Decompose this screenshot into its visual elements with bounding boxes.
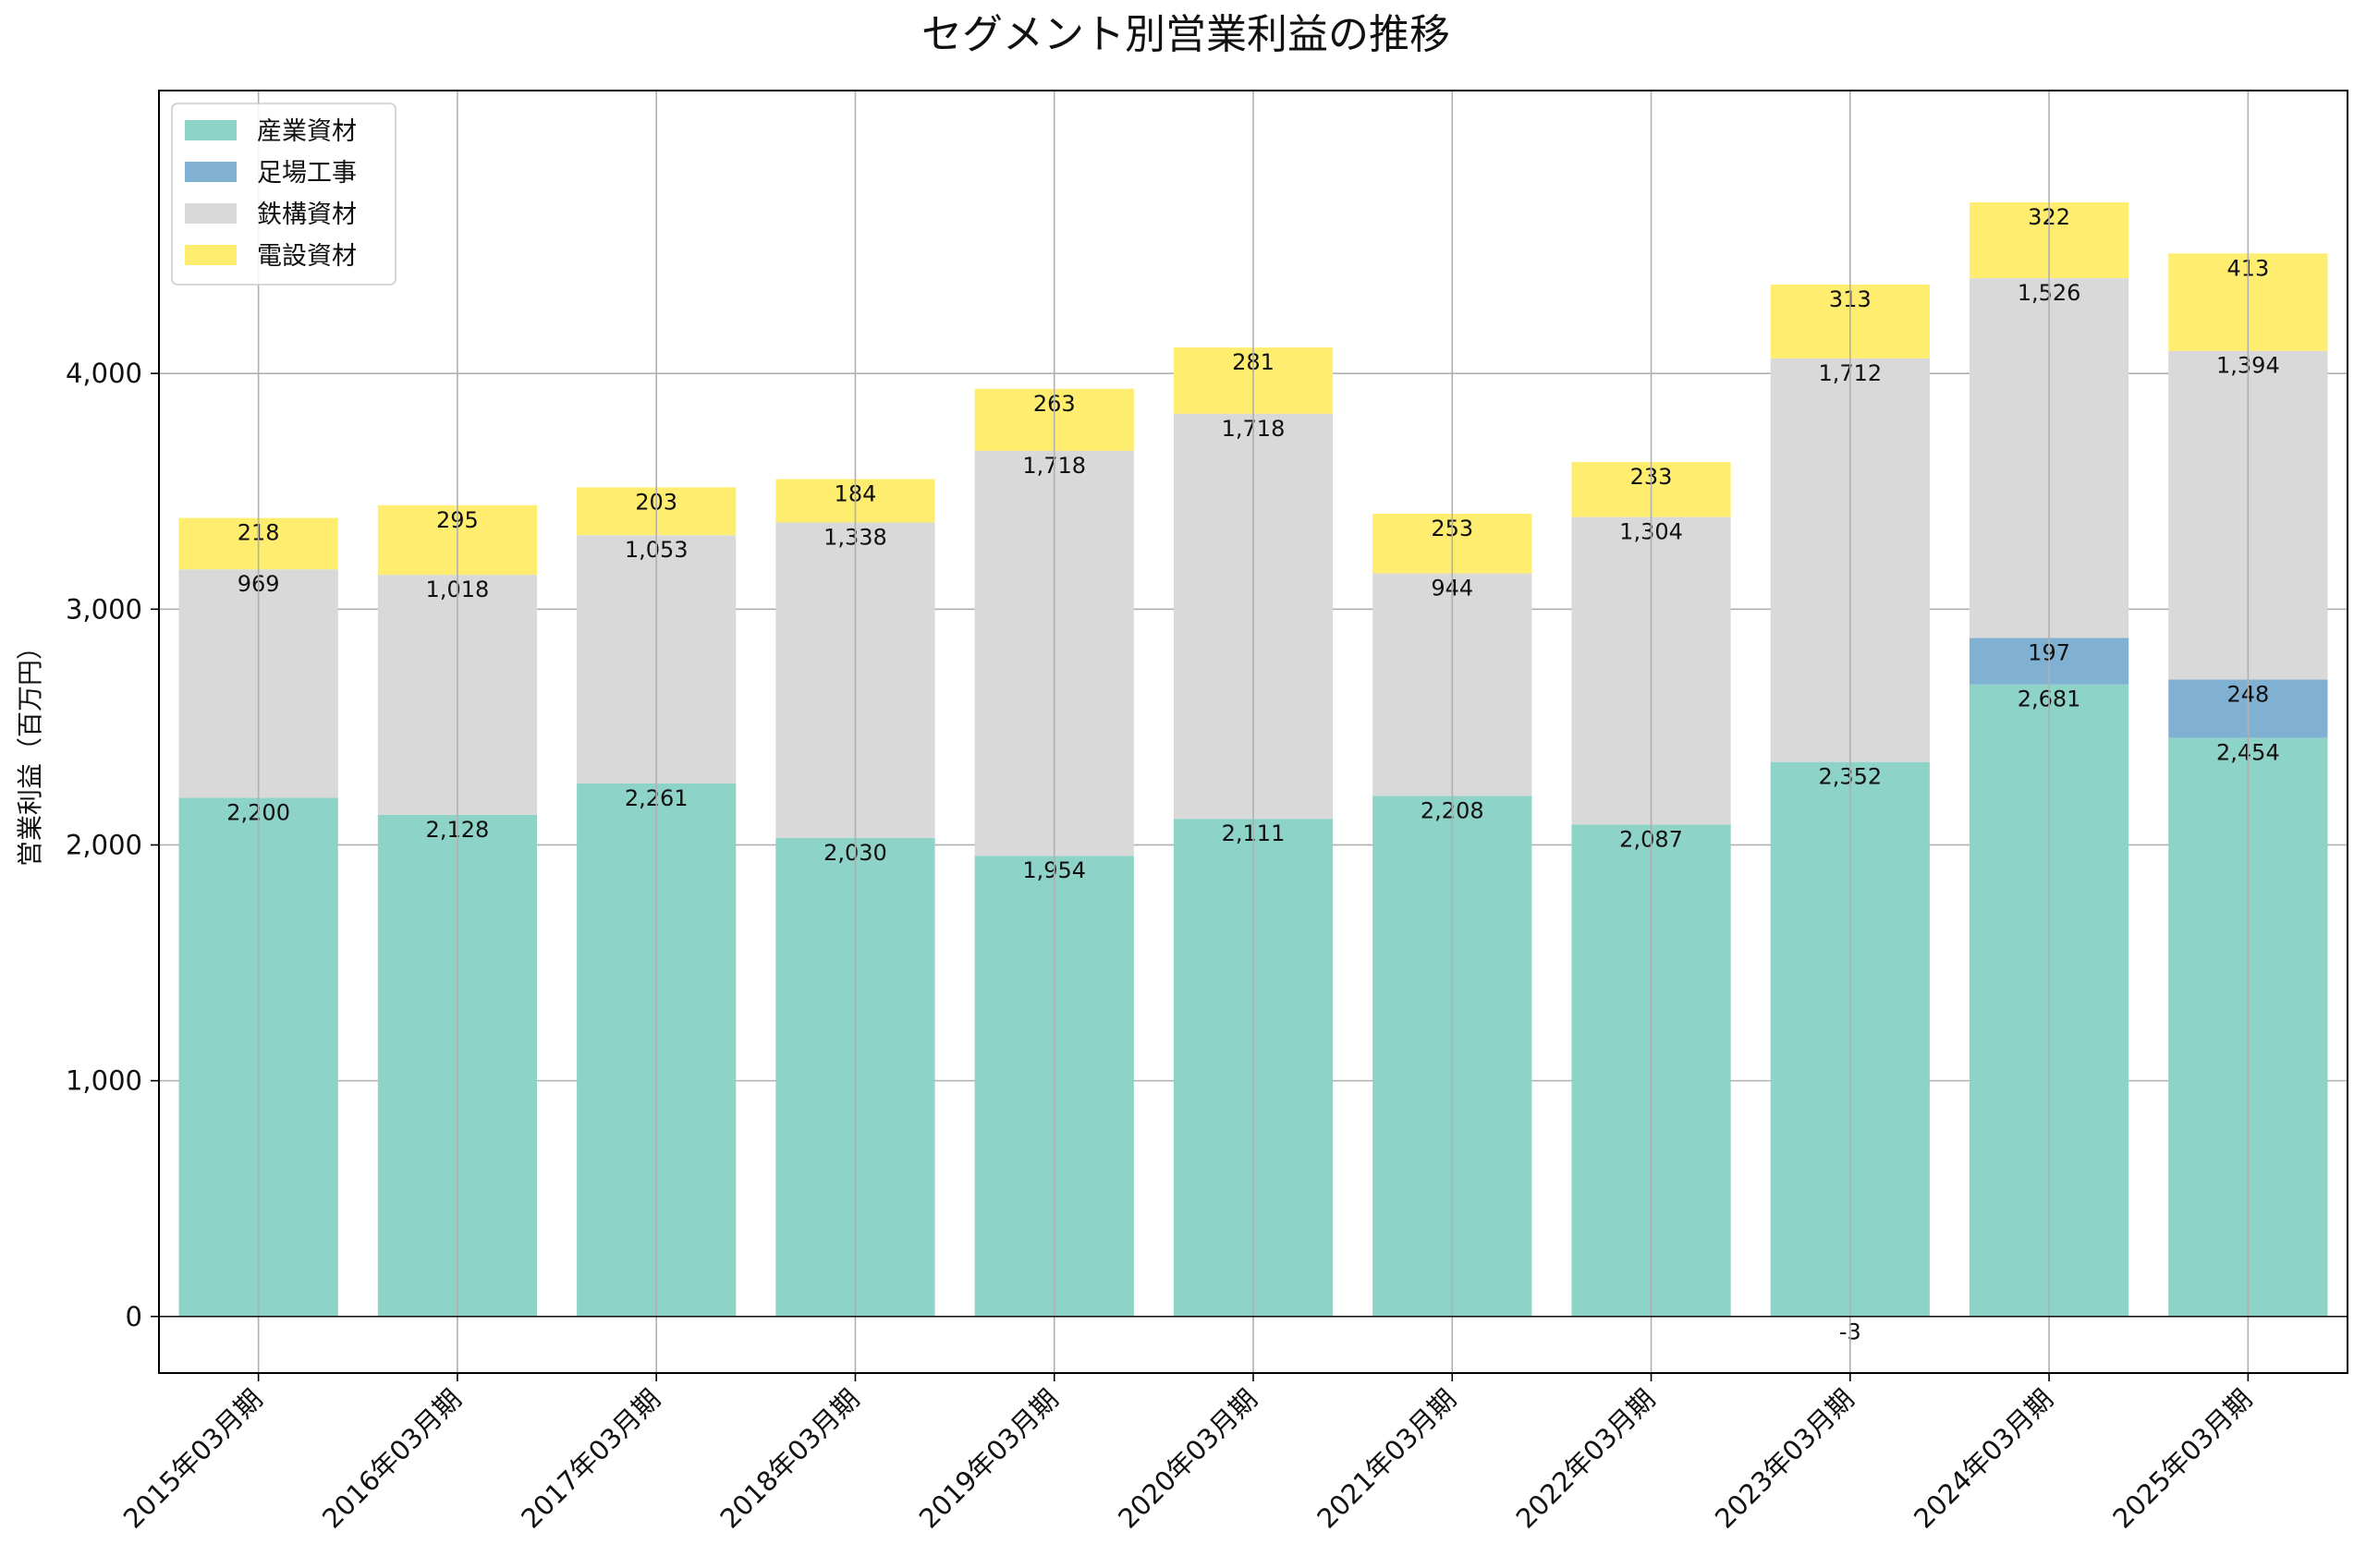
x-tick-label: 2023年03月期 [1709,1383,1860,1535]
x-tick-label: 2016年03月期 [316,1383,468,1535]
legend-swatch [185,162,237,182]
y-axis-label: 営業利益（百万円） [15,634,45,867]
x-tick-label: 2021年03月期 [1311,1383,1462,1535]
x-tick-label: 2024年03月期 [1908,1383,2059,1535]
legend-label: 鉄構資材 [257,201,357,229]
legend-label: 産業資材 [257,117,357,146]
x-tick-label: 2022年03月期 [1510,1383,1662,1535]
legend-swatch [185,245,237,265]
x-tick-label: 2025年03月期 [2106,1383,2258,1535]
x-tick-label: 2019年03月期 [913,1383,1065,1535]
legend-swatch [185,203,237,224]
x-tick-label: 2015年03月期 [117,1383,269,1535]
y-tick-label: 4,000 [66,358,142,389]
legend-box [171,103,396,286]
y-tick-label: 0 [126,1301,142,1332]
x-tick-label: 2020年03月期 [1112,1383,1263,1535]
chart-title: セグメント別営業利益の推移 [921,11,1450,58]
plot-frame [158,90,2348,1374]
legend-label: 電設資材 [257,242,357,271]
legend-swatch [185,120,237,140]
y-tick-label: 1,000 [66,1065,142,1097]
y-tick-label: 2,000 [66,829,142,860]
x-tick-label: 2018年03月期 [714,1383,866,1535]
x-tick-label: 2017年03月期 [515,1383,666,1535]
y-tick-label: 3,000 [66,593,142,625]
legend-label: 足場工事 [257,159,357,188]
